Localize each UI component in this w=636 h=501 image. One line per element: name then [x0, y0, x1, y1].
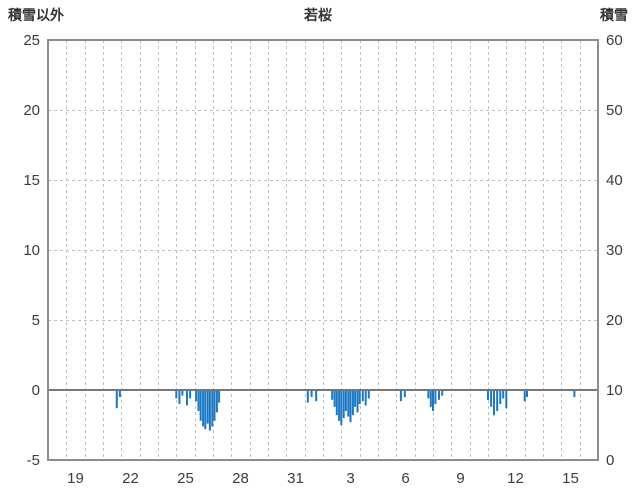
bar: [340, 390, 343, 425]
x-tick-label: 28: [232, 470, 249, 487]
bar: [204, 390, 207, 430]
bar: [199, 390, 202, 421]
y-left-tick-label: -5: [27, 452, 40, 469]
bar: [306, 390, 309, 403]
bar: [502, 390, 505, 399]
bar: [310, 390, 313, 397]
bar: [342, 390, 345, 418]
bar: [490, 390, 493, 407]
x-tick-label: 22: [122, 470, 139, 487]
x-tick-label: 25: [177, 470, 194, 487]
bar: [189, 390, 192, 399]
y-left-tick-label: 15: [23, 172, 40, 189]
bar: [523, 390, 526, 402]
bar: [434, 390, 437, 404]
y-left-tick-label: 20: [23, 102, 40, 119]
bar: [347, 390, 350, 417]
bar: [115, 390, 118, 409]
bar: [364, 390, 367, 406]
bar: [505, 390, 508, 409]
x-tick-label: 19: [67, 470, 84, 487]
bar: [351, 390, 354, 416]
bar: [441, 390, 444, 396]
bar: [206, 390, 209, 424]
bar: [427, 390, 430, 399]
x-tick-label: 12: [507, 470, 524, 487]
bar: [493, 390, 495, 416]
bar: [202, 390, 205, 427]
y-right-tick-label: 30: [606, 242, 623, 259]
bar: [215, 390, 218, 413]
bar: [361, 390, 364, 402]
y-left-tick-label: 5: [32, 312, 40, 329]
y-right-tick-label: 60: [606, 32, 623, 49]
y-right-tick-label: 50: [606, 102, 623, 119]
bar: [338, 390, 341, 421]
bar: [526, 390, 528, 397]
bar: [186, 390, 188, 406]
bar: [333, 390, 336, 407]
bar: [181, 390, 184, 396]
x-tick-label: 15: [562, 470, 579, 487]
bar: [438, 390, 440, 400]
bar: [331, 390, 334, 400]
bar: [573, 390, 576, 397]
y-right-tick-label: 10: [606, 382, 623, 399]
bar: [197, 390, 200, 411]
bar: [175, 390, 178, 399]
bar: [118, 390, 121, 397]
x-tick-label: 31: [287, 470, 304, 487]
bar: [195, 390, 198, 402]
bar: [178, 390, 181, 404]
bar: [211, 390, 214, 427]
bar: [213, 390, 216, 421]
chart-title: 若桜: [304, 7, 332, 23]
y-right-tick-label: 20: [606, 312, 623, 329]
x-tick-label: 6: [401, 470, 409, 487]
y-left-tick-label: 10: [23, 242, 40, 259]
bar: [354, 390, 357, 407]
plot-frame: [47, 39, 599, 461]
bar: [344, 390, 347, 411]
bar: [367, 390, 370, 399]
x-tick-label: 3: [346, 470, 354, 487]
bar: [315, 390, 318, 402]
y-left-tick-label: 25: [23, 32, 40, 49]
y-left-tick-label: 0: [32, 382, 40, 399]
bar: [335, 390, 338, 416]
bar: [499, 390, 502, 404]
left-axis-title: 積雪以外: [8, 7, 64, 23]
bar: [432, 390, 434, 411]
right-axis-title: 積雪: [600, 7, 628, 23]
y-right-tick-label: 0: [606, 452, 614, 469]
bar: [399, 390, 402, 402]
bar: [349, 390, 352, 423]
y-right-tick-label: 40: [606, 172, 623, 189]
bar: [358, 390, 361, 404]
bar: [403, 390, 406, 397]
bar: [218, 390, 221, 403]
bar: [356, 390, 359, 413]
bar: [487, 390, 489, 400]
x-tick-label: 9: [456, 470, 464, 487]
bar: [208, 390, 211, 431]
bar: [496, 390, 499, 411]
bar: [429, 390, 432, 407]
